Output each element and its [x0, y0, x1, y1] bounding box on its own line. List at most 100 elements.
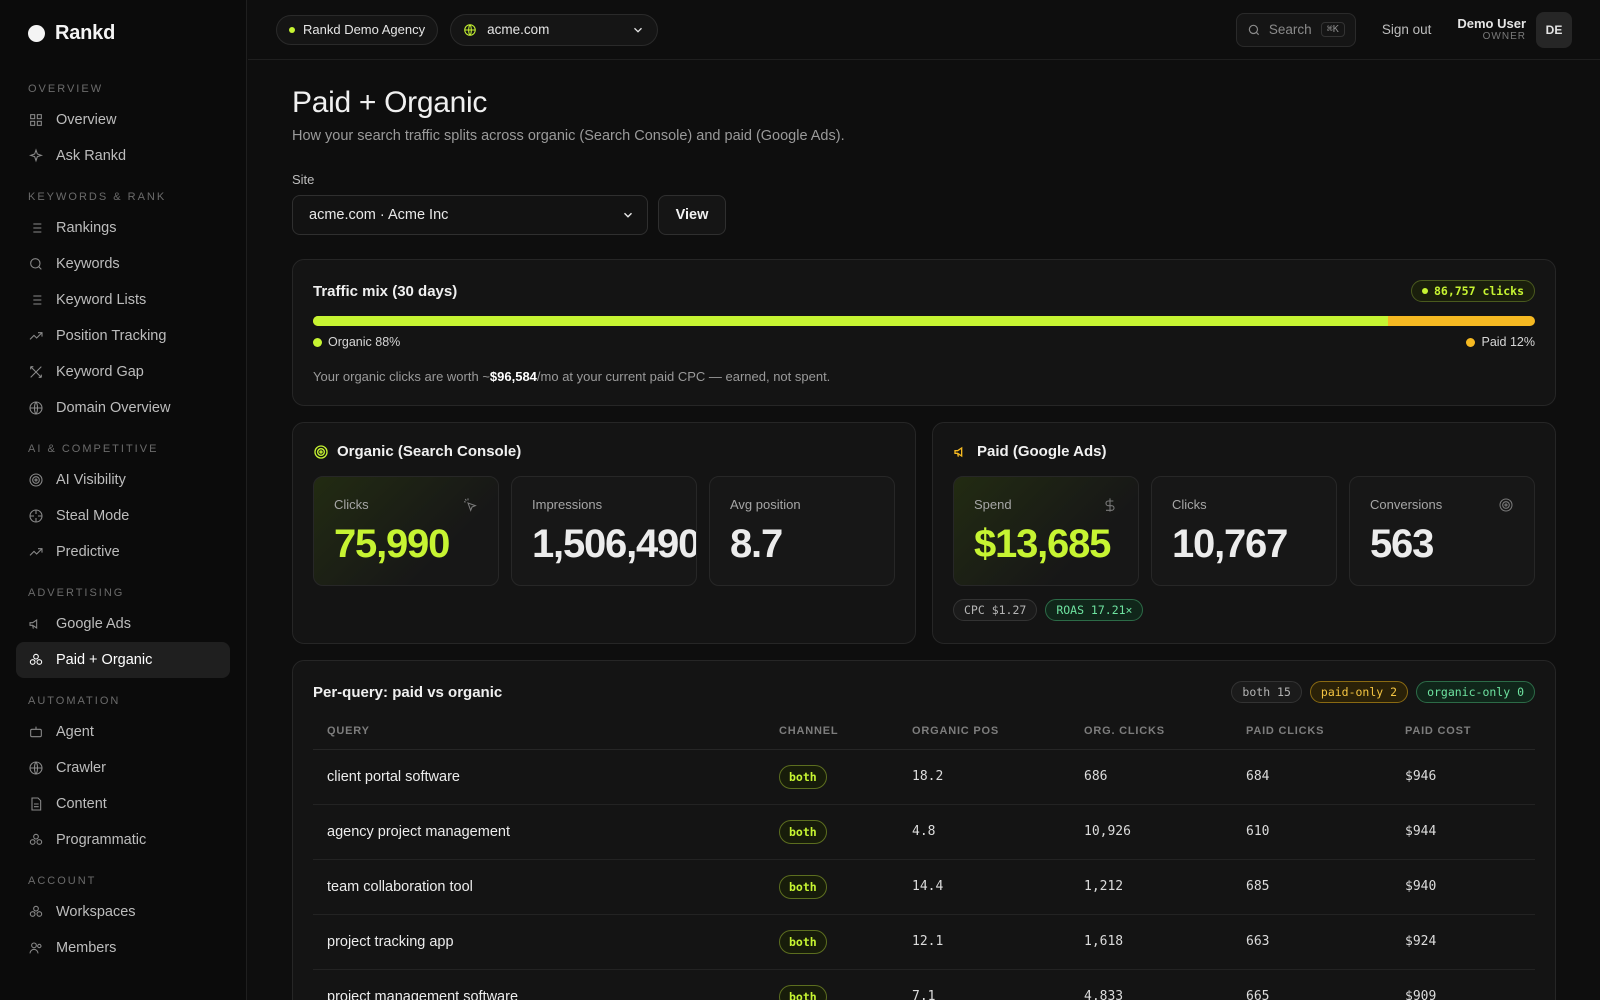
sidebar-item-programmatic[interactable]: Programmatic — [16, 822, 230, 858]
brand[interactable]: Rankd — [16, 0, 230, 66]
stat-label: Clicks — [1172, 497, 1207, 512]
sidebar-item-crawler[interactable]: Crawler — [16, 750, 230, 786]
avatar[interactable]: DE — [1536, 11, 1572, 48]
sidebar-item-keyword-gap[interactable]: Keyword Gap — [16, 354, 230, 390]
paid-clicks-cell: 685 — [1232, 859, 1391, 915]
table-row[interactable]: team collaboration tool both 14.4 1,212 685 $… — [313, 859, 1535, 915]
note-prefix: Your organic clicks are worth ~ — [313, 369, 490, 384]
sidebar-item-domain-overview[interactable]: Domain Overview — [16, 390, 230, 426]
filter-organic-only-chip[interactable]: organic-only 0 — [1416, 681, 1535, 703]
organic-impressions-stat: Impressions 1,506,490 — [511, 476, 697, 586]
sidebar-item-agent[interactable]: Agent — [16, 714, 230, 750]
stat-value: 75,990 — [334, 522, 450, 566]
sidebar-item-overview[interactable]: Overview — [16, 102, 230, 138]
organic-clicks-cell: 1,618 — [1070, 914, 1232, 970]
paid-clicks-cell: 610 — [1232, 804, 1391, 860]
channel-badge: both — [779, 764, 827, 789]
organic-card: Organic (Search Console) Clicks 75,990 I… — [292, 422, 916, 644]
sidebar-item-ask-rankd[interactable]: Ask Rankd — [16, 138, 230, 174]
cursor-click-icon — [462, 497, 478, 518]
sidebar-item-label: Overview — [56, 112, 117, 128]
table-row[interactable]: client portal software both 18.2 686 684 $946 — [313, 749, 1535, 805]
nav-section-advertising: ADVERTISING Google Ads Paid + Organic — [16, 582, 230, 678]
paid-clicks-cell: 684 — [1232, 749, 1391, 805]
cpc-badge: CPC $1.27 — [953, 599, 1038, 621]
sidebar-item-ai-visibility[interactable]: AI Visibility — [16, 462, 230, 498]
column-header[interactable]: PAID COST — [1391, 713, 1535, 750]
sidebar-item-google-ads[interactable]: Google Ads — [16, 606, 230, 642]
channel-badge: both — [779, 874, 827, 899]
agency-switcher[interactable]: Rankd Demo Agency — [276, 14, 439, 45]
sidebar-item-content[interactable]: Content — [16, 786, 230, 822]
table-row[interactable]: agency project management both 4.8 10,926 61… — [313, 804, 1535, 860]
organic-clicks-cell: 4,833 — [1070, 969, 1232, 1000]
organic-clicks-cell: 10,926 — [1070, 804, 1232, 860]
paid-cost-cell: $946 — [1391, 749, 1535, 805]
view-button[interactable]: View — [658, 195, 726, 235]
column-header[interactable]: ORG. CLICKS — [1070, 713, 1232, 750]
sidebar-item-rankings[interactable]: Rankings — [16, 210, 230, 246]
paid-legend-label: Paid 12% — [1481, 335, 1535, 349]
filter-both-chip[interactable]: both 15 — [1231, 681, 1302, 703]
site-select[interactable]: acme.com · Acme Inc — [292, 195, 648, 235]
channel-cell: both — [765, 749, 898, 805]
globe-icon — [464, 23, 476, 36]
globe-icon — [29, 761, 43, 775]
column-header[interactable]: QUERY — [313, 713, 765, 750]
organic-worth-value: $96,584 — [489, 369, 537, 384]
sidebar-item-label: Members — [56, 940, 117, 956]
paid-cost-cell: $944 — [1391, 804, 1535, 860]
total-clicks-badge: 86,757 clicks — [1410, 280, 1535, 302]
sidebar-item-position-tracking[interactable]: Position Tracking — [16, 318, 230, 354]
filter-paid-only-chip[interactable]: paid-only 2 — [1309, 681, 1409, 703]
nav-section-title: KEYWORDS & RANK — [28, 191, 167, 203]
site-switcher[interactable]: acme.com — [450, 13, 659, 46]
megaphone-icon — [29, 619, 38, 629]
channel-badge: both — [779, 819, 827, 844]
nav-section-title: ADVERTISING — [28, 587, 125, 599]
site-field-label: Site — [292, 172, 315, 187]
sidebar-item-label: Agent — [56, 724, 94, 740]
sidebar-item-workspaces[interactable]: Workspaces — [16, 894, 230, 930]
page-subtitle: How your search traffic splits across or… — [292, 128, 845, 144]
list-icon — [30, 223, 42, 233]
sidebar-item-keyword-lists[interactable]: Keyword Lists — [16, 282, 230, 318]
document-icon — [31, 797, 42, 811]
traffic-mix-bar — [313, 316, 1535, 326]
stat-value: 1,506,490 — [532, 522, 697, 566]
column-header[interactable]: ORGANIC POS — [898, 713, 1070, 750]
sign-out-button[interactable]: Sign out — [1381, 22, 1432, 37]
sidebar-item-label: Programmatic — [56, 832, 147, 848]
stat-value: $13,685 — [974, 522, 1111, 566]
globe-icon — [29, 401, 43, 415]
stat-label: Conversions — [1370, 497, 1443, 512]
sidebar-item-keywords[interactable]: Keywords — [16, 246, 230, 282]
table-row[interactable]: project management software both 7.1 4,833 6… — [313, 969, 1535, 1000]
per-query-title: Per-query: paid vs organic — [313, 683, 503, 701]
column-header[interactable]: PAID CLICKS — [1232, 713, 1391, 750]
trending-up-icon — [29, 548, 43, 556]
chevron-down-icon — [634, 27, 643, 33]
organic-value-note: Your organic clicks are worth ~$96,584/m… — [313, 369, 1535, 384]
sidebar-item-label: Google Ads — [56, 616, 131, 632]
sidebar-item-steal-mode[interactable]: Steal Mode — [16, 498, 230, 534]
paid-conversions-stat: Conversions 563 — [1349, 476, 1535, 586]
table-row[interactable]: project tracking app both 12.1 1,618 663 $924 — [313, 914, 1535, 970]
sidebar-item-paid-organic[interactable]: Paid + Organic — [16, 642, 230, 678]
nav-section-title: ACCOUNT — [28, 875, 97, 887]
user-name: Demo User — [1457, 15, 1526, 31]
paid-clicks-cell: 663 — [1232, 914, 1391, 970]
query-cell: client portal software — [313, 749, 765, 805]
search-button[interactable]: Search ⌘K — [1235, 12, 1356, 47]
channel-cell: both — [765, 859, 898, 915]
brand-logo — [28, 24, 45, 42]
paid-card-title: Paid (Google Ads) — [977, 443, 1107, 460]
organic-pos-cell: 14.4 — [898, 859, 1070, 915]
stat-label: Clicks — [334, 497, 369, 512]
channel-badge: both — [779, 984, 827, 1000]
channel-cell: both — [765, 914, 898, 970]
total-clicks-value: 86,757 clicks — [1433, 284, 1524, 298]
column-header[interactable]: CHANNEL — [765, 713, 898, 750]
sidebar-item-predictive[interactable]: Predictive — [16, 534, 230, 570]
sidebar-item-members[interactable]: Members — [16, 930, 230, 966]
